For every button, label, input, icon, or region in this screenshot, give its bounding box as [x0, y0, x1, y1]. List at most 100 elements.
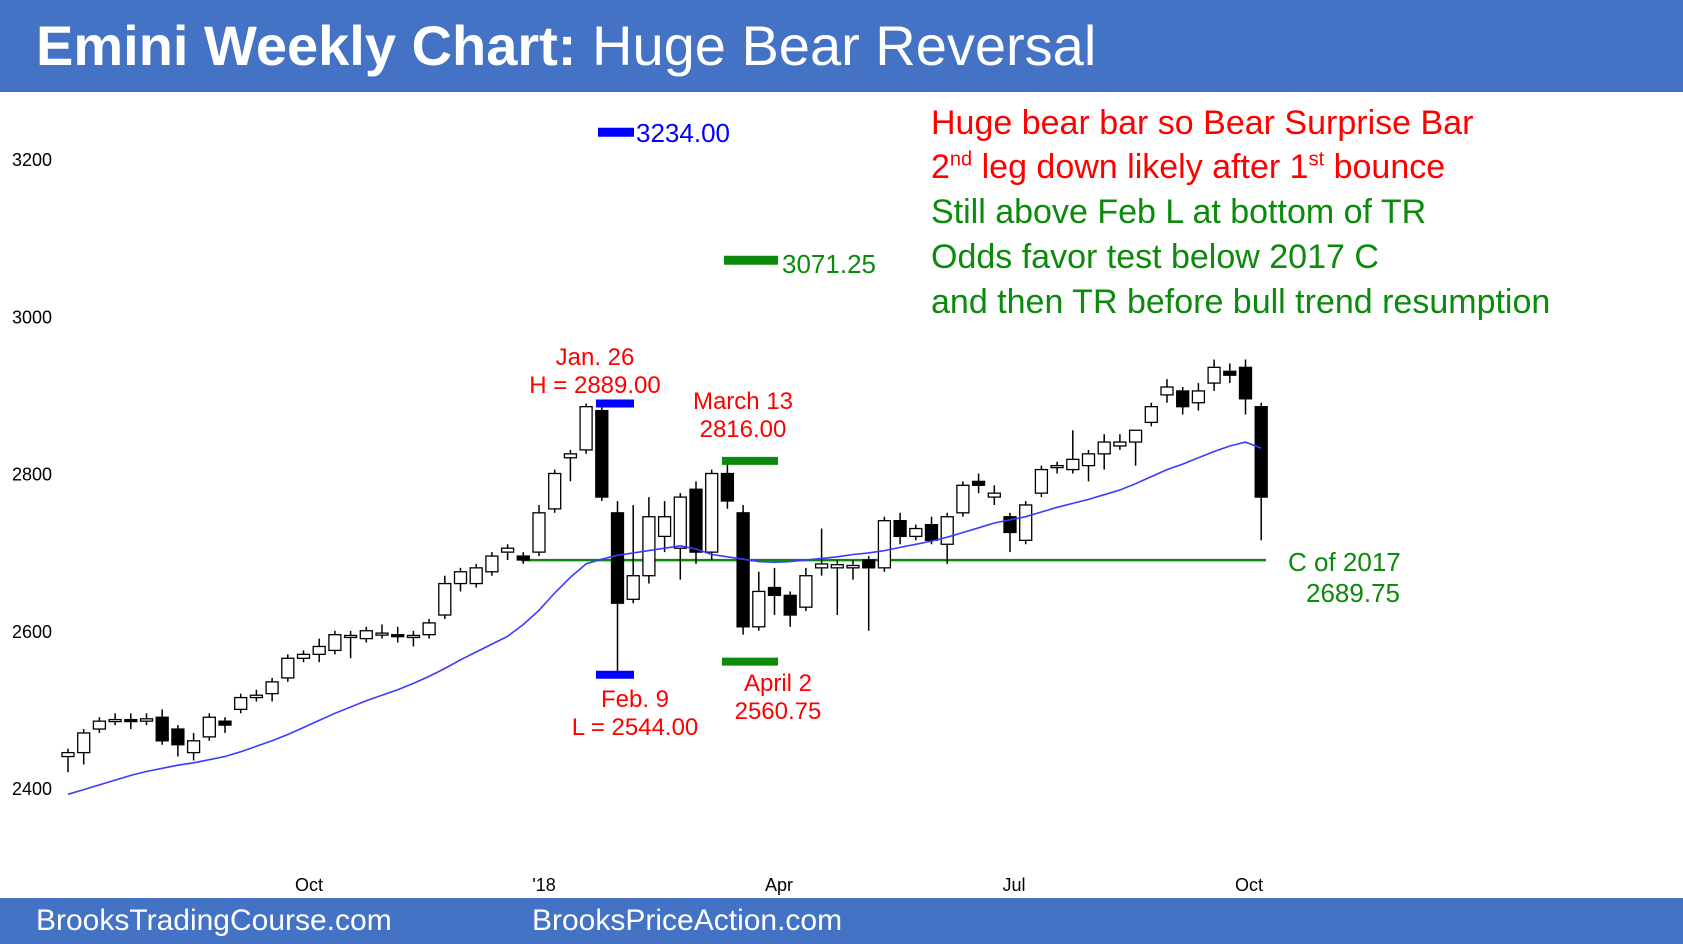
candle-body	[783, 594, 797, 616]
y-tick-label: 2800	[12, 465, 52, 485]
candle	[202, 713, 216, 741]
level-c2017-label: C of 2017	[1288, 547, 1401, 577]
candle-body	[595, 409, 609, 498]
annotation-jan26-value: H = 2889.00	[529, 372, 661, 399]
candle	[406, 630, 421, 647]
candle	[642, 497, 656, 584]
candle	[312, 638, 326, 663]
candle	[234, 693, 248, 714]
candle	[783, 591, 797, 627]
candle-body	[1160, 386, 1174, 396]
candle-body	[1128, 429, 1143, 443]
candle	[1160, 379, 1174, 403]
candle	[909, 524, 923, 541]
footer-right-link[interactable]: BrooksPriceAction.com	[532, 904, 843, 937]
candle-body	[579, 406, 593, 451]
footer-left-link[interactable]: BrooksTradingCourse.com	[36, 904, 392, 937]
candle	[218, 717, 232, 733]
candle-body	[77, 732, 91, 754]
candle-body	[1066, 458, 1080, 471]
candle-body	[234, 696, 248, 711]
note-4: Odds favor test below 2017 C	[931, 238, 1379, 277]
candle	[752, 571, 766, 631]
candle-body	[92, 720, 107, 730]
candle-body	[1207, 366, 1221, 384]
note-4-text: Odds favor test below 2017 C	[931, 238, 1379, 276]
candle	[1019, 501, 1033, 545]
candles	[61, 359, 1268, 773]
candle	[1097, 434, 1111, 470]
candle-body	[1034, 468, 1049, 494]
candle-body	[893, 520, 907, 538]
candle	[92, 717, 107, 733]
candle-body	[108, 718, 122, 723]
candle	[186, 732, 201, 761]
candle-body	[1176, 390, 1190, 408]
candle	[391, 626, 405, 643]
candle-body	[500, 547, 515, 553]
y-tick-label: 3200	[12, 150, 52, 170]
candle-body	[1081, 453, 1096, 467]
candle	[767, 567, 782, 616]
candle	[422, 618, 436, 639]
candle	[1081, 449, 1096, 482]
candle-body	[453, 571, 468, 585]
moving-average-line	[67, 441, 1262, 796]
candle	[1254, 402, 1268, 541]
candle-body	[1019, 504, 1033, 541]
level-3234-label: 3234.00	[636, 118, 730, 148]
note-3: Still above Feb L at bottom of TR	[931, 193, 1426, 232]
candle-body	[846, 564, 860, 569]
candle-body	[1050, 464, 1064, 469]
candle-body	[752, 590, 766, 628]
candle-body	[736, 512, 750, 628]
candle-body	[1144, 406, 1158, 424]
candlestick-chart: 3200 3000 2800 2600 2400 Oct '18 Apr Jul Oct	[12, 127, 1268, 895]
candle	[516, 552, 530, 564]
candle	[830, 559, 844, 616]
candle-body	[563, 453, 578, 459]
candle-body	[249, 694, 264, 699]
candle-body	[139, 718, 154, 722]
candle	[579, 403, 593, 454]
candle	[155, 709, 169, 745]
annotation-jan26: Jan. 26 H = 2889.00	[520, 344, 670, 400]
candle-body	[485, 555, 499, 573]
candle-body	[720, 472, 735, 502]
candle-body	[877, 520, 892, 569]
candle	[877, 516, 892, 572]
candle	[249, 689, 264, 702]
x-axis: Oct '18 Apr Jul Oct	[295, 875, 1263, 895]
candle-body	[1223, 370, 1237, 376]
candle	[893, 512, 907, 545]
candle	[799, 567, 813, 612]
candle	[1191, 383, 1206, 411]
candle-body	[830, 564, 844, 569]
candle-body	[359, 630, 373, 640]
x-tick-label: Apr	[765, 875, 793, 895]
candle-body	[61, 751, 75, 758]
note-2: 2nd leg down likely after 1st bounce	[931, 148, 1445, 187]
x-tick-label: Jul	[1002, 875, 1025, 895]
candle-body	[343, 634, 358, 639]
x-tick-label: Oct	[1235, 875, 1263, 895]
candle-body	[548, 472, 562, 510]
candle-body	[956, 484, 970, 514]
candle-body	[971, 480, 986, 486]
candle	[673, 493, 687, 580]
candle-body	[626, 575, 640, 600]
annotation-march13-date: March 13	[692, 388, 794, 415]
note-5: and then TR before bull trend resumption	[931, 283, 1550, 322]
candle-body	[1191, 390, 1206, 404]
candle-body	[799, 575, 813, 608]
candle-body	[218, 720, 232, 726]
note-3-text: Still above Feb L at bottom of TR	[931, 193, 1427, 231]
candle	[595, 406, 609, 502]
candle	[265, 677, 279, 702]
candle-body	[642, 516, 656, 577]
candle	[375, 624, 389, 639]
annotation-march13: March 13 2816.00	[668, 388, 818, 444]
candle	[328, 630, 342, 655]
annotation-april2-date: April 2	[743, 670, 813, 697]
candle-body	[924, 523, 939, 541]
